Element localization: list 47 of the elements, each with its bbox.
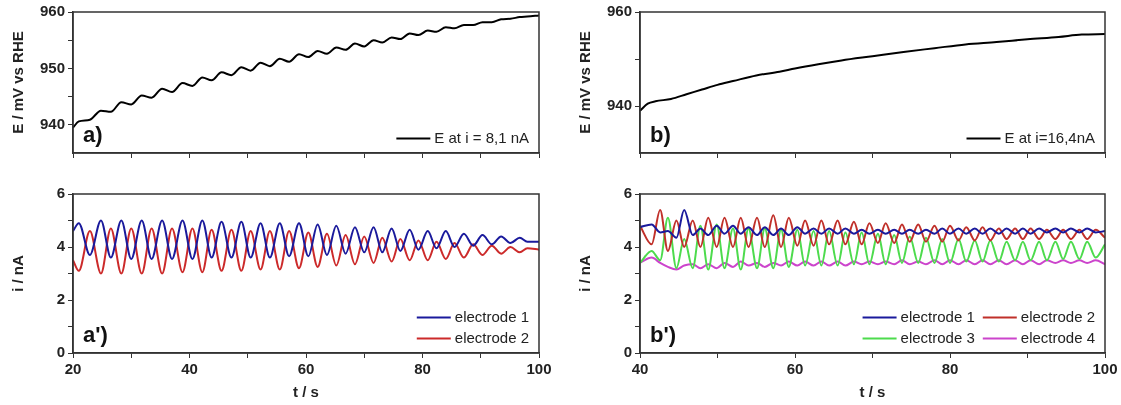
legend-label: electrode 2	[454, 328, 529, 346]
annotation: b')	[650, 322, 676, 348]
y-axis-title: E / mV vs RHE	[9, 31, 27, 134]
legend-label: E at i = 8,1 nA	[434, 128, 530, 146]
y-tick-label: 4	[623, 237, 633, 255]
y-tick-label: 4	[56, 237, 66, 255]
annotation: a)	[83, 122, 103, 148]
legend-label: E at i=16,4nA	[1004, 128, 1095, 146]
line-series	[73, 227, 539, 275]
line-series	[640, 256, 1105, 271]
legend-label: electrode 3	[900, 328, 975, 346]
x-tick-label: 100	[526, 360, 552, 378]
annotation: b)	[650, 122, 671, 148]
y-tick-label: 960	[606, 2, 632, 20]
legend-label: electrode 1	[454, 307, 529, 325]
y-axis-title: E / mV vs RHE	[576, 31, 594, 134]
y-axis-title: i / nA	[9, 255, 27, 292]
line-series	[640, 33, 1105, 112]
x-tick-label: 80	[941, 360, 959, 378]
y-tick-label: 2	[56, 290, 65, 308]
y-tick-label: 950	[39, 58, 65, 76]
y-axis-title: i / nA	[576, 255, 594, 292]
y-tick-label: 960	[39, 2, 65, 20]
y-tick-label: 2	[623, 290, 632, 308]
legend-label: electrode 4	[1020, 328, 1095, 346]
x-tick-label: 40	[631, 360, 649, 378]
x-axis-title: t / s	[859, 383, 886, 401]
y-tick-label: 0	[623, 343, 632, 361]
line-series	[73, 219, 539, 260]
legend-label: electrode 2	[1020, 307, 1095, 325]
x-axis-title: t / s	[293, 383, 319, 401]
line-series	[640, 208, 1105, 239]
y-tick-label: 6	[623, 184, 632, 202]
x-tick-label: 100	[1092, 360, 1118, 378]
line-series	[640, 216, 1105, 271]
y-tick-label: 0	[56, 343, 65, 361]
annotation: a')	[83, 322, 108, 348]
y-tick-label: 6	[56, 184, 65, 202]
x-tick-label: 60	[297, 360, 315, 378]
x-tick-label: 80	[414, 360, 431, 378]
legend-label: electrode 1	[900, 307, 975, 325]
line-series	[640, 208, 1105, 252]
x-tick-label: 60	[786, 360, 804, 378]
y-tick-label: 940	[606, 96, 632, 114]
x-tick-label: 20	[64, 360, 82, 378]
x-tick-label: 40	[181, 360, 198, 378]
y-tick-label: 940	[39, 114, 65, 132]
